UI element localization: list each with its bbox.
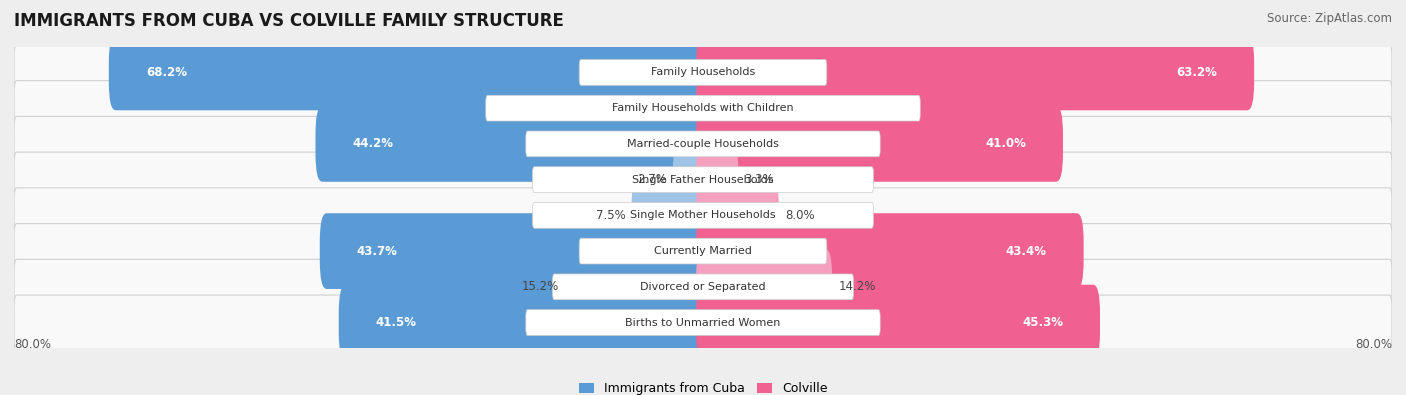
FancyBboxPatch shape [696, 34, 1254, 110]
FancyBboxPatch shape [465, 70, 710, 146]
Text: IMMIGRANTS FROM CUBA VS COLVILLE FAMILY STRUCTURE: IMMIGRANTS FROM CUBA VS COLVILLE FAMILY … [14, 12, 564, 30]
FancyBboxPatch shape [696, 142, 738, 218]
Text: Currently Married: Currently Married [654, 246, 752, 256]
FancyBboxPatch shape [696, 70, 935, 146]
FancyBboxPatch shape [315, 106, 710, 182]
FancyBboxPatch shape [565, 249, 710, 325]
Text: 15.2%: 15.2% [522, 280, 560, 293]
Text: 43.7%: 43.7% [357, 245, 398, 258]
Text: 45.3%: 45.3% [1022, 316, 1063, 329]
FancyBboxPatch shape [533, 203, 873, 228]
FancyBboxPatch shape [108, 34, 710, 110]
Text: 26.2%: 26.2% [858, 102, 898, 115]
Text: 68.2%: 68.2% [146, 66, 187, 79]
FancyBboxPatch shape [696, 177, 779, 253]
Text: Divorced or Separated: Divorced or Separated [640, 282, 766, 292]
FancyBboxPatch shape [319, 213, 710, 289]
FancyBboxPatch shape [696, 249, 832, 325]
Text: 41.0%: 41.0% [986, 137, 1026, 150]
FancyBboxPatch shape [14, 81, 1392, 135]
FancyBboxPatch shape [553, 274, 853, 300]
Text: 43.4%: 43.4% [1005, 245, 1046, 258]
FancyBboxPatch shape [14, 188, 1392, 243]
FancyBboxPatch shape [579, 60, 827, 85]
Text: 26.8%: 26.8% [502, 102, 543, 115]
FancyBboxPatch shape [696, 213, 1084, 289]
Text: 63.2%: 63.2% [1177, 66, 1218, 79]
FancyBboxPatch shape [673, 142, 710, 218]
FancyBboxPatch shape [14, 117, 1392, 171]
FancyBboxPatch shape [14, 224, 1392, 278]
FancyBboxPatch shape [526, 310, 880, 335]
Text: Source: ZipAtlas.com: Source: ZipAtlas.com [1267, 12, 1392, 25]
Text: Family Households with Children: Family Households with Children [612, 103, 794, 113]
FancyBboxPatch shape [14, 295, 1392, 350]
FancyBboxPatch shape [696, 106, 1063, 182]
FancyBboxPatch shape [631, 177, 710, 253]
FancyBboxPatch shape [14, 152, 1392, 207]
FancyBboxPatch shape [533, 167, 873, 192]
Text: Married-couple Households: Married-couple Households [627, 139, 779, 149]
FancyBboxPatch shape [339, 285, 710, 361]
Text: 80.0%: 80.0% [1355, 338, 1392, 351]
FancyBboxPatch shape [579, 238, 827, 264]
Text: 44.2%: 44.2% [353, 137, 394, 150]
Text: 3.3%: 3.3% [744, 173, 773, 186]
Text: 14.2%: 14.2% [838, 280, 876, 293]
Text: Births to Unmarried Women: Births to Unmarried Women [626, 318, 780, 327]
Text: Single Father Households: Single Father Households [633, 175, 773, 184]
Text: 41.5%: 41.5% [375, 316, 416, 329]
Legend: Immigrants from Cuba, Colville: Immigrants from Cuba, Colville [578, 382, 828, 395]
FancyBboxPatch shape [14, 45, 1392, 100]
Text: Family Households: Family Households [651, 68, 755, 77]
FancyBboxPatch shape [696, 285, 1099, 361]
Text: 2.7%: 2.7% [637, 173, 666, 186]
Text: 8.0%: 8.0% [785, 209, 814, 222]
FancyBboxPatch shape [485, 95, 921, 121]
FancyBboxPatch shape [14, 260, 1392, 314]
FancyBboxPatch shape [526, 131, 880, 157]
Text: Single Mother Households: Single Mother Households [630, 211, 776, 220]
Text: 80.0%: 80.0% [14, 338, 51, 351]
Text: 7.5%: 7.5% [596, 209, 626, 222]
